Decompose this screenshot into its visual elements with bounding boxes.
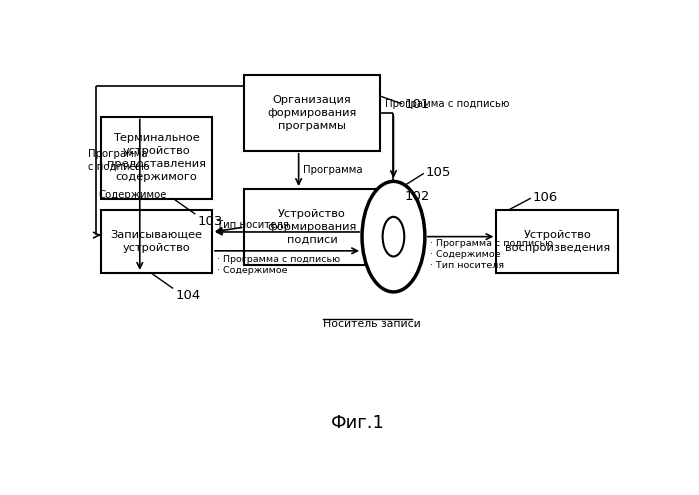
Text: Устройство
воспроизведения: Устройство воспроизведения (505, 230, 610, 253)
Text: · Программа с подписью
· Содержимое: · Программа с подписью · Содержимое (217, 254, 340, 275)
Text: 103: 103 (198, 214, 223, 228)
Text: Программа: Программа (303, 165, 363, 175)
Text: Фиг.1: Фиг.1 (331, 414, 385, 433)
Text: 101: 101 (404, 98, 430, 111)
Text: 104: 104 (175, 289, 201, 302)
Text: Тип носителя: Тип носителя (217, 220, 289, 230)
Text: Терминальное
устройство
предоставления
содержимого: Терминальное устройство предоставления с… (107, 133, 206, 182)
FancyBboxPatch shape (101, 116, 212, 198)
Ellipse shape (362, 181, 425, 292)
Text: · Программа с подписью
· Содержимое
· Тип носителя: · Программа с подписью · Содержимое · Ти… (431, 239, 554, 270)
Text: Программа с подписью: Программа с подписью (385, 99, 510, 109)
Text: 106: 106 (533, 191, 559, 204)
FancyBboxPatch shape (245, 75, 380, 151)
Text: 105: 105 (426, 166, 452, 180)
FancyBboxPatch shape (101, 210, 212, 273)
Text: Носитель записи: Носитель записи (323, 319, 421, 329)
FancyBboxPatch shape (496, 210, 618, 273)
Text: Содержимое: Содержимое (98, 190, 166, 199)
Text: Устройство
формирования
подписи: Устройство формирования подписи (268, 209, 357, 245)
Ellipse shape (382, 217, 404, 256)
Text: Программа
с подписью: Программа с подписью (89, 149, 150, 172)
Text: Записывающее
устройство: Записывающее устройство (110, 230, 203, 253)
Text: Организация
формирования
программы: Организация формирования программы (268, 95, 357, 131)
Text: 102: 102 (404, 190, 430, 203)
FancyBboxPatch shape (245, 189, 380, 265)
